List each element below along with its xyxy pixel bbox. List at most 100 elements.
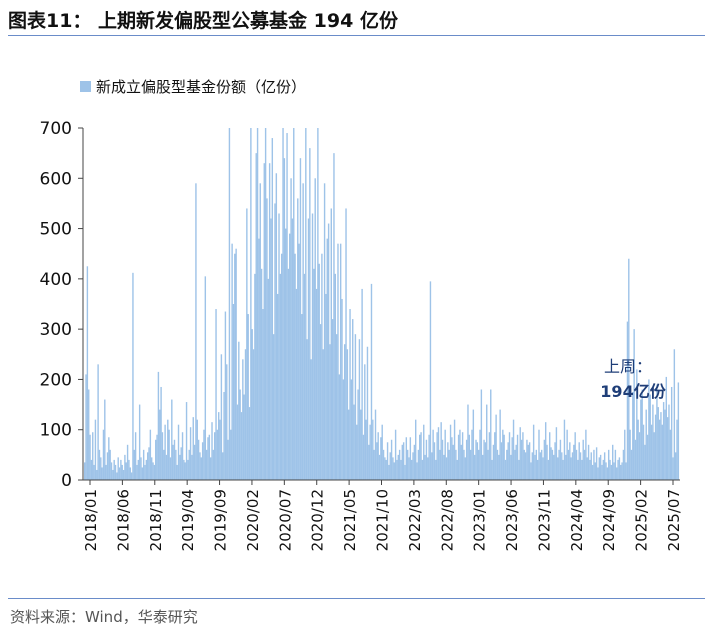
bar (452, 444, 454, 480)
bar (593, 449, 595, 480)
bar (315, 288, 318, 480)
bar (453, 419, 456, 480)
bar (209, 457, 212, 480)
bar (94, 419, 97, 480)
bar (133, 449, 135, 480)
bar (390, 439, 393, 480)
bar (550, 447, 552, 480)
bar (486, 404, 488, 480)
bar (168, 429, 170, 480)
bar (483, 439, 485, 480)
bar (416, 462, 418, 480)
bar (199, 452, 201, 480)
bar (435, 459, 437, 480)
bar (100, 457, 102, 480)
bar (283, 158, 286, 481)
bar (539, 452, 542, 480)
chart-header: 图表11： 上期新发偏股型公募基金 194 亿份 (0, 0, 719, 40)
bar (609, 459, 611, 480)
bar (662, 402, 665, 480)
bar (305, 128, 307, 480)
bar (134, 432, 137, 480)
bar (196, 419, 198, 480)
footer-divider (8, 598, 705, 599)
bar (256, 128, 259, 480)
bar (275, 173, 278, 480)
bar (124, 454, 126, 480)
bar (164, 424, 166, 480)
bar (159, 409, 161, 480)
bar (244, 349, 247, 480)
bar (333, 153, 335, 480)
bar (361, 288, 363, 480)
bar (327, 223, 330, 481)
bar (353, 404, 355, 480)
bar (633, 329, 635, 480)
bar (531, 452, 533, 480)
bar (175, 449, 177, 480)
bar (515, 444, 517, 480)
bar (290, 178, 292, 481)
bar (302, 183, 304, 480)
bar (177, 424, 180, 480)
x-tick-label: 2023/11 (535, 489, 553, 551)
bar (144, 464, 146, 480)
bar (634, 439, 637, 480)
bar (388, 464, 390, 480)
y-tick-label: 0 (61, 471, 72, 491)
bar (307, 218, 310, 480)
bar (181, 432, 184, 480)
bar (145, 459, 148, 480)
bar (475, 439, 477, 480)
bar (108, 437, 110, 480)
bar (650, 424, 653, 480)
bar (660, 412, 662, 480)
bar (585, 429, 587, 480)
bar (85, 374, 87, 480)
bar (603, 452, 606, 480)
bar (167, 419, 169, 480)
bar (510, 454, 512, 480)
bar (122, 469, 125, 480)
bar (368, 444, 370, 480)
bar (282, 128, 284, 480)
bar (582, 439, 584, 480)
bar (215, 309, 217, 480)
bar (125, 462, 127, 480)
bar (645, 409, 647, 480)
bar (495, 414, 497, 480)
title-divider (8, 35, 705, 36)
bar (616, 467, 618, 480)
bar (157, 371, 160, 480)
bar (590, 452, 592, 480)
x-tick-label: 2019/04 (179, 489, 197, 551)
bar (374, 409, 377, 480)
bar (500, 442, 503, 480)
bar (339, 243, 342, 480)
bar (449, 424, 452, 480)
bar (362, 434, 365, 480)
bar (397, 454, 399, 480)
bar (492, 444, 495, 480)
x-tick-label: 2024/09 (600, 489, 618, 551)
bar (185, 402, 188, 480)
bar (373, 449, 375, 480)
bar (337, 243, 339, 480)
bar (306, 339, 308, 480)
source-names: Wind，华泰研究 (85, 608, 198, 626)
bar (594, 462, 596, 480)
bar (571, 452, 574, 480)
bar (636, 369, 638, 480)
bar (238, 341, 240, 480)
bar (334, 273, 337, 480)
bar (514, 449, 516, 480)
bar (567, 449, 570, 480)
bar (331, 319, 334, 480)
bar (400, 459, 402, 480)
bar (230, 429, 232, 480)
x-tick-label: 2020/02 (244, 489, 262, 551)
bar (192, 417, 194, 480)
bar-series (84, 128, 680, 481)
bar (155, 439, 157, 480)
bar (656, 384, 658, 480)
